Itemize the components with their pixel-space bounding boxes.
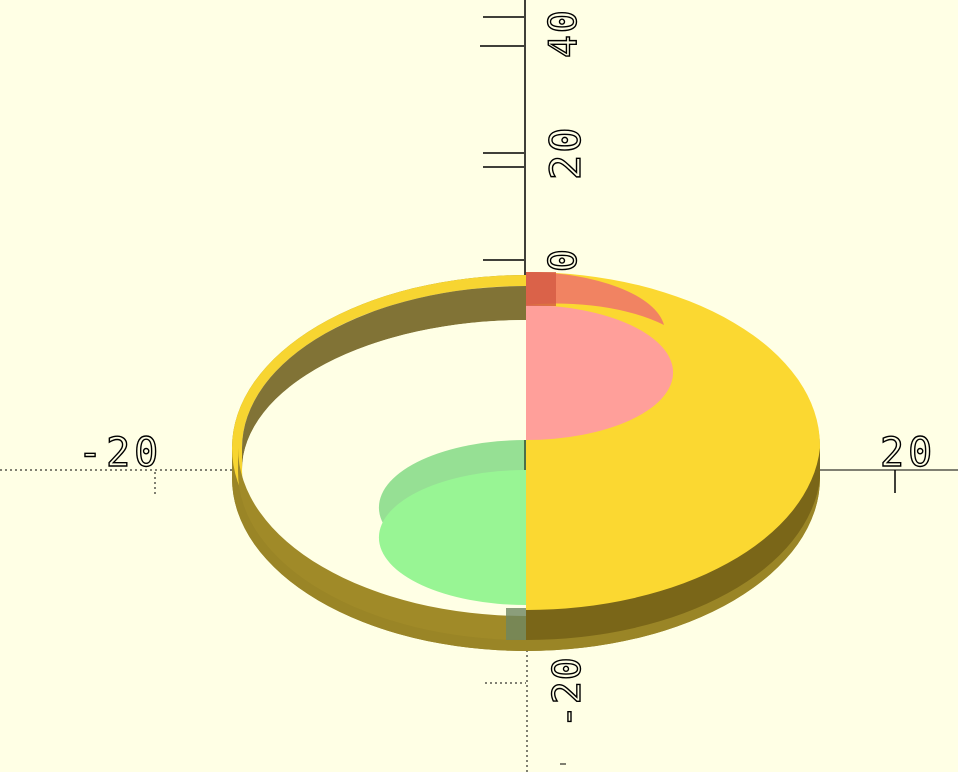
bottom-circle-edge <box>506 608 526 640</box>
top-circle-edge <box>526 272 556 306</box>
z-label-neg20: -20 <box>545 656 589 728</box>
z-label-40: 40 <box>541 8 585 58</box>
z-label-0: 0 <box>541 247 585 272</box>
z-label-40-group: 40 <box>540 8 585 59</box>
ring-left-front <box>238 448 526 640</box>
z-label-0-group: 0 <box>540 246 585 272</box>
z-label-20-group: 20 <box>540 125 590 181</box>
top-circle-wall <box>526 272 664 325</box>
top-circle <box>526 305 674 440</box>
x-label-neg20: -20 <box>78 430 162 476</box>
z-label-neg20-group: -20 <box>544 656 589 729</box>
bottom-circle <box>378 470 526 605</box>
x-label-20: 20 <box>880 430 936 476</box>
z-label-20: 20 <box>541 125 590 180</box>
half-disk-side <box>526 448 820 641</box>
